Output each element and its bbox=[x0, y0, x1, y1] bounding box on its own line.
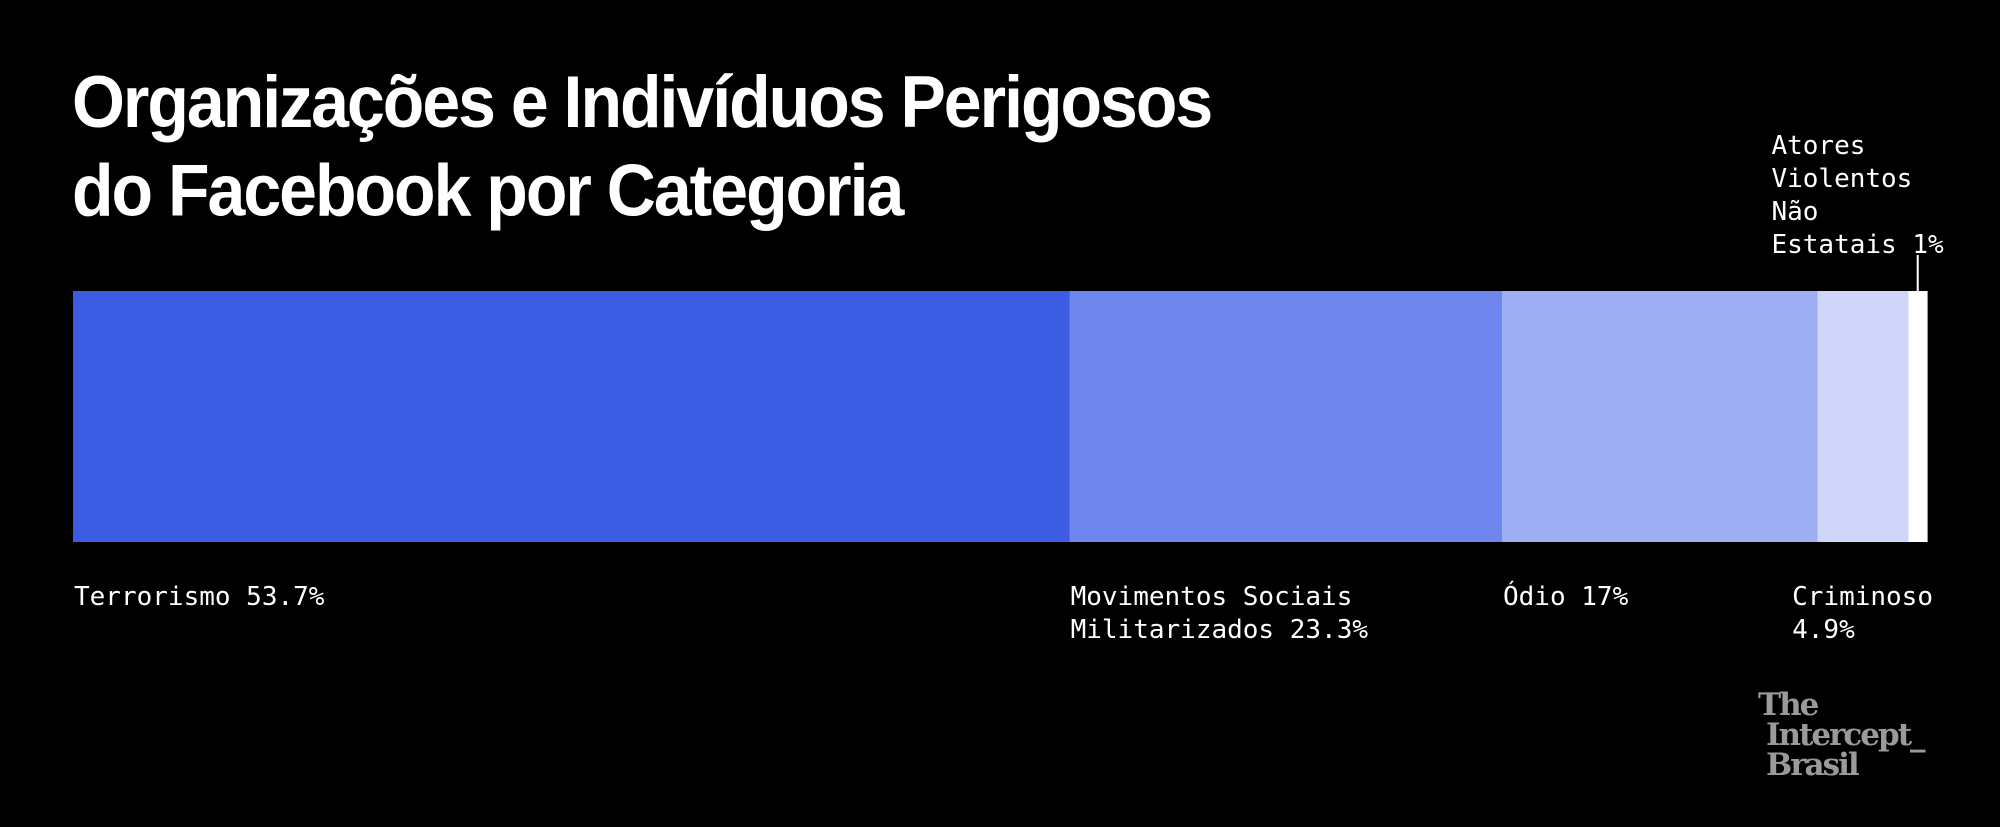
segment-label-5-line-4: Estatais 1% bbox=[1771, 230, 1944, 260]
chart-title-line-1: Organizações e Indivíduos Perigosos bbox=[72, 61, 1213, 144]
bar-segment-3 bbox=[1502, 291, 1819, 542]
segment-label-4: Criminoso 4.9% bbox=[1792, 582, 1933, 645]
bar-segment-1 bbox=[73, 291, 1071, 542]
segment-label-5-line-2: Violentos bbox=[1771, 164, 1912, 194]
segment-label-4-line-1: Criminoso bbox=[1792, 582, 1933, 612]
bar-segment-4 bbox=[1817, 291, 1910, 542]
bar-segment-2 bbox=[1069, 291, 1503, 542]
logo-line-1: The bbox=[1758, 687, 1819, 723]
bar-segment-5 bbox=[1908, 291, 1928, 542]
logo-line-3: Brasil bbox=[1766, 747, 1860, 783]
chart-title-line-2: do Facebook por Categoria bbox=[72, 149, 904, 232]
segment-label-5: Atores Violentos Não Estatais 1% bbox=[1771, 131, 1944, 260]
segment-label-2-line-1: Movimentos Sociais bbox=[1071, 582, 1353, 612]
logo-line-2: Intercept_ bbox=[1766, 717, 1926, 753]
the-intercept-brasil-logo: The Intercept_ Brasil bbox=[1758, 687, 1926, 783]
segment-label-5-line-1: Atores bbox=[1771, 131, 1865, 161]
segment-label-1-line-1: Terrorismo 53.7% bbox=[74, 582, 325, 612]
segment-label-2-line-2: Militarizados 23.3% bbox=[1071, 615, 1369, 645]
segment-label-4-line-2: 4.9% bbox=[1792, 615, 1855, 645]
segment-label-5-line-3: Não bbox=[1771, 197, 1818, 227]
segment-label-3: Ódio 17% bbox=[1503, 580, 1629, 612]
segment-label-3-line-1: Ódio 17% bbox=[1503, 580, 1629, 612]
segment-label-2: Movimentos Sociais Militarizados 23.3% bbox=[1071, 582, 1369, 645]
segment-label-1: Terrorismo 53.7% bbox=[74, 582, 325, 612]
chart-title: Organizações e Indivíduos Perigosos do F… bbox=[72, 58, 1372, 235]
